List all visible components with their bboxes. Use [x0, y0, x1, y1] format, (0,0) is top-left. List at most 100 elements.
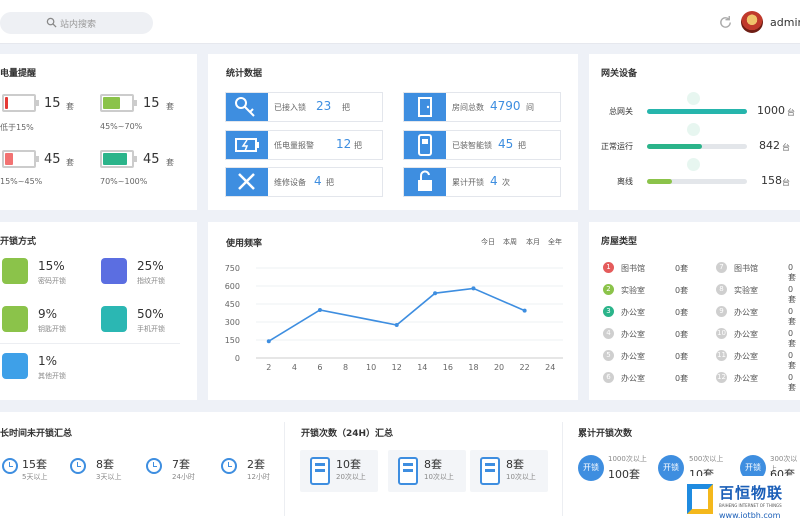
room-label: 办公室: [734, 352, 758, 361]
room-number-badge: 3: [603, 306, 614, 317]
unlock-pct: 1%: [38, 354, 58, 368]
gateway-bar: [647, 109, 747, 114]
unlock-pct: 50%: [137, 307, 164, 321]
unlock24-label: 10次以上: [506, 473, 536, 481]
other-unlock-icon: [2, 353, 28, 379]
brand-name: 百恒物联: [719, 484, 784, 502]
watermark-logo: 百恒物联 BAIHENG INTERNET OF THINGS www.iotb…: [681, 476, 800, 526]
room-number-badge: 5: [603, 350, 614, 361]
data-point[interactable]: [394, 323, 399, 327]
filter-year[interactable]: 全年: [548, 238, 562, 246]
username[interactable]: admin: [770, 16, 800, 29]
battery-icon: [2, 94, 39, 112]
battery-count: 45: [44, 152, 61, 167]
battery-range: 45%~70%: [100, 122, 143, 131]
gateway-card: 网关设备 总网关 1000 台 正常运行 842 台 离线 158 台: [589, 54, 800, 210]
data-point[interactable]: [266, 339, 271, 344]
idle-label: 12小时: [247, 473, 270, 481]
stat-label: 房间总数: [452, 103, 484, 112]
stat-tile[interactable]: 已装智能锁 45 把: [403, 130, 561, 160]
stat-value: 4: [314, 174, 322, 188]
gateway-bar: [647, 144, 747, 149]
cumulative-count: 100套: [608, 468, 640, 481]
stat-value: 12: [336, 137, 352, 151]
stat-tile[interactable]: 维修设备 4 把: [225, 167, 383, 197]
stat-tile[interactable]: 房间总数 4790 间: [403, 92, 561, 122]
unlock-method-title: 开锁方式: [0, 237, 37, 247]
y-tick-label: 450: [225, 300, 240, 309]
stats-card: 统计数据 已接入锁 23 把 房间总数 4790 间 低电量报警 12 把 已装…: [208, 54, 578, 210]
room-number-badge: 6: [603, 372, 614, 383]
y-tick-label: 300: [225, 318, 240, 327]
battery-count: 15: [143, 96, 160, 111]
room-number-badge: 9: [716, 306, 727, 317]
brand-logo-icon: [687, 484, 713, 514]
refresh-icon[interactable]: [718, 15, 733, 30]
stat-value: 23: [316, 99, 332, 113]
battery-fill: [103, 153, 127, 165]
avatar[interactable]: [741, 11, 763, 33]
x-tick-label: 6: [317, 363, 322, 372]
idle-label: 5天以上: [22, 473, 48, 481]
divider: [562, 422, 563, 516]
stat-tile[interactable]: 已接入锁 23 把: [225, 92, 383, 122]
gateway-icon: [687, 123, 700, 136]
gateway-bar-fill: [647, 144, 702, 149]
battery-fill: [103, 97, 120, 109]
unlock-pct: 9%: [38, 307, 58, 321]
room-number-badge: 11: [716, 350, 727, 361]
room-type-title: 房屋类型: [601, 237, 638, 247]
cumulative-title: 累计开锁次数: [578, 429, 633, 439]
gateway-icon: [687, 158, 700, 171]
gateway-label: 总网关: [609, 107, 633, 116]
unlock-label: 指纹开锁: [137, 277, 165, 285]
idle-label: 24小时: [172, 473, 195, 481]
door-icon: [404, 93, 446, 121]
filter-month[interactable]: 本月: [526, 238, 540, 246]
room-label: 办公室: [621, 374, 645, 383]
gateway-bar: [647, 179, 747, 184]
search-box[interactable]: 站内搜索: [0, 12, 153, 34]
room-label: 办公室: [621, 330, 645, 339]
clock-icon: [146, 458, 162, 474]
search-icon: [46, 17, 57, 28]
room-number-badge: 8: [716, 284, 727, 295]
room-count: 0套: [675, 330, 689, 339]
data-point[interactable]: [522, 308, 527, 313]
battery-icon: [100, 150, 137, 168]
gateway-title: 网关设备: [601, 69, 638, 79]
room-count: 0套: [675, 286, 689, 295]
phone-icon: [398, 457, 418, 485]
room-count: 0套: [675, 352, 689, 361]
room-number-badge: 2: [603, 284, 614, 295]
stat-value: 45: [498, 137, 514, 151]
stat-tile[interactable]: 累计开锁 4 次: [403, 167, 561, 197]
gateway-value: 1000: [757, 104, 785, 117]
data-point[interactable]: [471, 286, 476, 291]
y-tick-label: 0: [235, 354, 240, 363]
room-count: 0套: [788, 263, 796, 282]
gateway-value: 158: [761, 174, 782, 187]
unlock-label: 密码开锁: [38, 277, 66, 285]
idle-count: 2套: [247, 458, 265, 471]
stats-title: 统计数据: [226, 69, 263, 79]
data-point[interactable]: [433, 291, 438, 296]
stat-unit: 次: [502, 178, 510, 187]
battery-fill: [5, 97, 8, 109]
unlock-label: 钥匙开锁: [38, 325, 66, 333]
clock-icon: [70, 458, 86, 474]
battery-unit: 套: [66, 102, 74, 111]
room-label: 实验室: [734, 286, 758, 295]
unlock24-count: 8套: [506, 458, 524, 471]
stat-label: 已接入锁: [274, 103, 306, 112]
stat-tile[interactable]: 低电量报警 12 把: [225, 130, 383, 160]
gateway-bar-fill: [647, 109, 747, 114]
data-point[interactable]: [317, 308, 322, 312]
x-tick-label: 12: [392, 363, 402, 372]
filter-week[interactable]: 本周: [503, 238, 517, 246]
stat-value: 4790: [490, 99, 521, 113]
room-count: 0套: [675, 374, 689, 383]
x-tick-label: 22: [520, 363, 530, 372]
idle-count: 15套: [22, 458, 47, 471]
filter-today[interactable]: 今日: [481, 238, 495, 246]
